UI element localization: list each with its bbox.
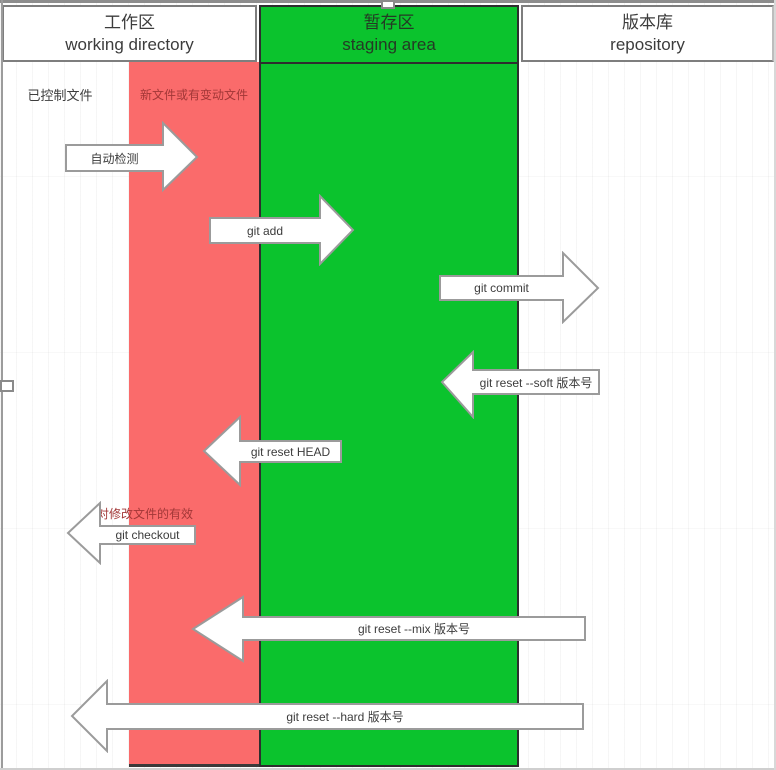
right-arrow-shape <box>439 251 600 324</box>
tracked-files-label: 已控制文件 <box>27 88 93 103</box>
staging-area-title-en: staging area <box>342 34 436 54</box>
working-directory-title-en: working directory <box>65 34 194 54</box>
column-header-working-directory[interactable]: 工作区 working directory <box>2 5 257 62</box>
right-arrow-shape <box>209 194 355 266</box>
arrow-label: git reset --mix 版本号 <box>357 622 470 636</box>
arrow-git-reset-hard[interactable]: git reset --hard 版本号 <box>70 679 585 753</box>
selection-right-edge <box>774 0 776 770</box>
working-directory-title-cn: 工作区 <box>104 13 155 33</box>
staging-area-title-cn: 暂存区 <box>363 13 415 33</box>
right-arrow-shape <box>65 121 199 192</box>
checkout-note: 对修改文件的有效 <box>97 507 194 521</box>
selection-handle-top[interactable] <box>381 0 395 9</box>
column-header-repository[interactable]: 版本库 repository <box>521 5 774 62</box>
selection-handle-left[interactable] <box>0 380 14 392</box>
arrow-label: git reset --soft 版本号 <box>479 375 593 390</box>
arrow-label: git reset --hard 版本号 <box>286 710 404 724</box>
arrow-git-reset-soft[interactable]: git reset --soft 版本号 <box>440 350 601 419</box>
new-or-changed-files-label: 新文件或有变动文件 <box>139 88 248 102</box>
selection-bottom-edge <box>0 768 776 770</box>
arrow-git-checkout[interactable]: git checkout <box>66 501 197 565</box>
column-header-staging-area[interactable]: 暂存区 staging area <box>259 5 519 62</box>
repository-title-en: repository <box>610 34 685 54</box>
arrow-git-add[interactable]: git add <box>208 194 356 266</box>
arrow-label: git commit <box>474 281 529 295</box>
arrow-git-reset-mix[interactable]: git reset --mix 版本号 <box>191 595 587 663</box>
arrow-git-reset-head[interactable]: git reset HEAD <box>202 415 343 487</box>
arrow-label: git checkout <box>115 528 180 542</box>
repository-title-cn: 版本库 <box>622 13 673 33</box>
arrow-auto-detect[interactable]: 自动检测 <box>63 121 199 192</box>
left-arrow-shape <box>70 679 584 753</box>
left-arrow-shape <box>440 350 600 419</box>
arrow-git-commit[interactable]: git commit <box>438 251 601 324</box>
left-arrow-shape <box>66 501 196 565</box>
left-arrow-shape <box>191 595 586 663</box>
staging-header-divider <box>261 62 517 64</box>
arrow-label: git reset HEAD <box>250 444 331 459</box>
left-arrow-shape <box>202 415 342 487</box>
arrow-label: git add <box>246 223 284 238</box>
arrow-label: 自动检测 <box>90 151 139 166</box>
